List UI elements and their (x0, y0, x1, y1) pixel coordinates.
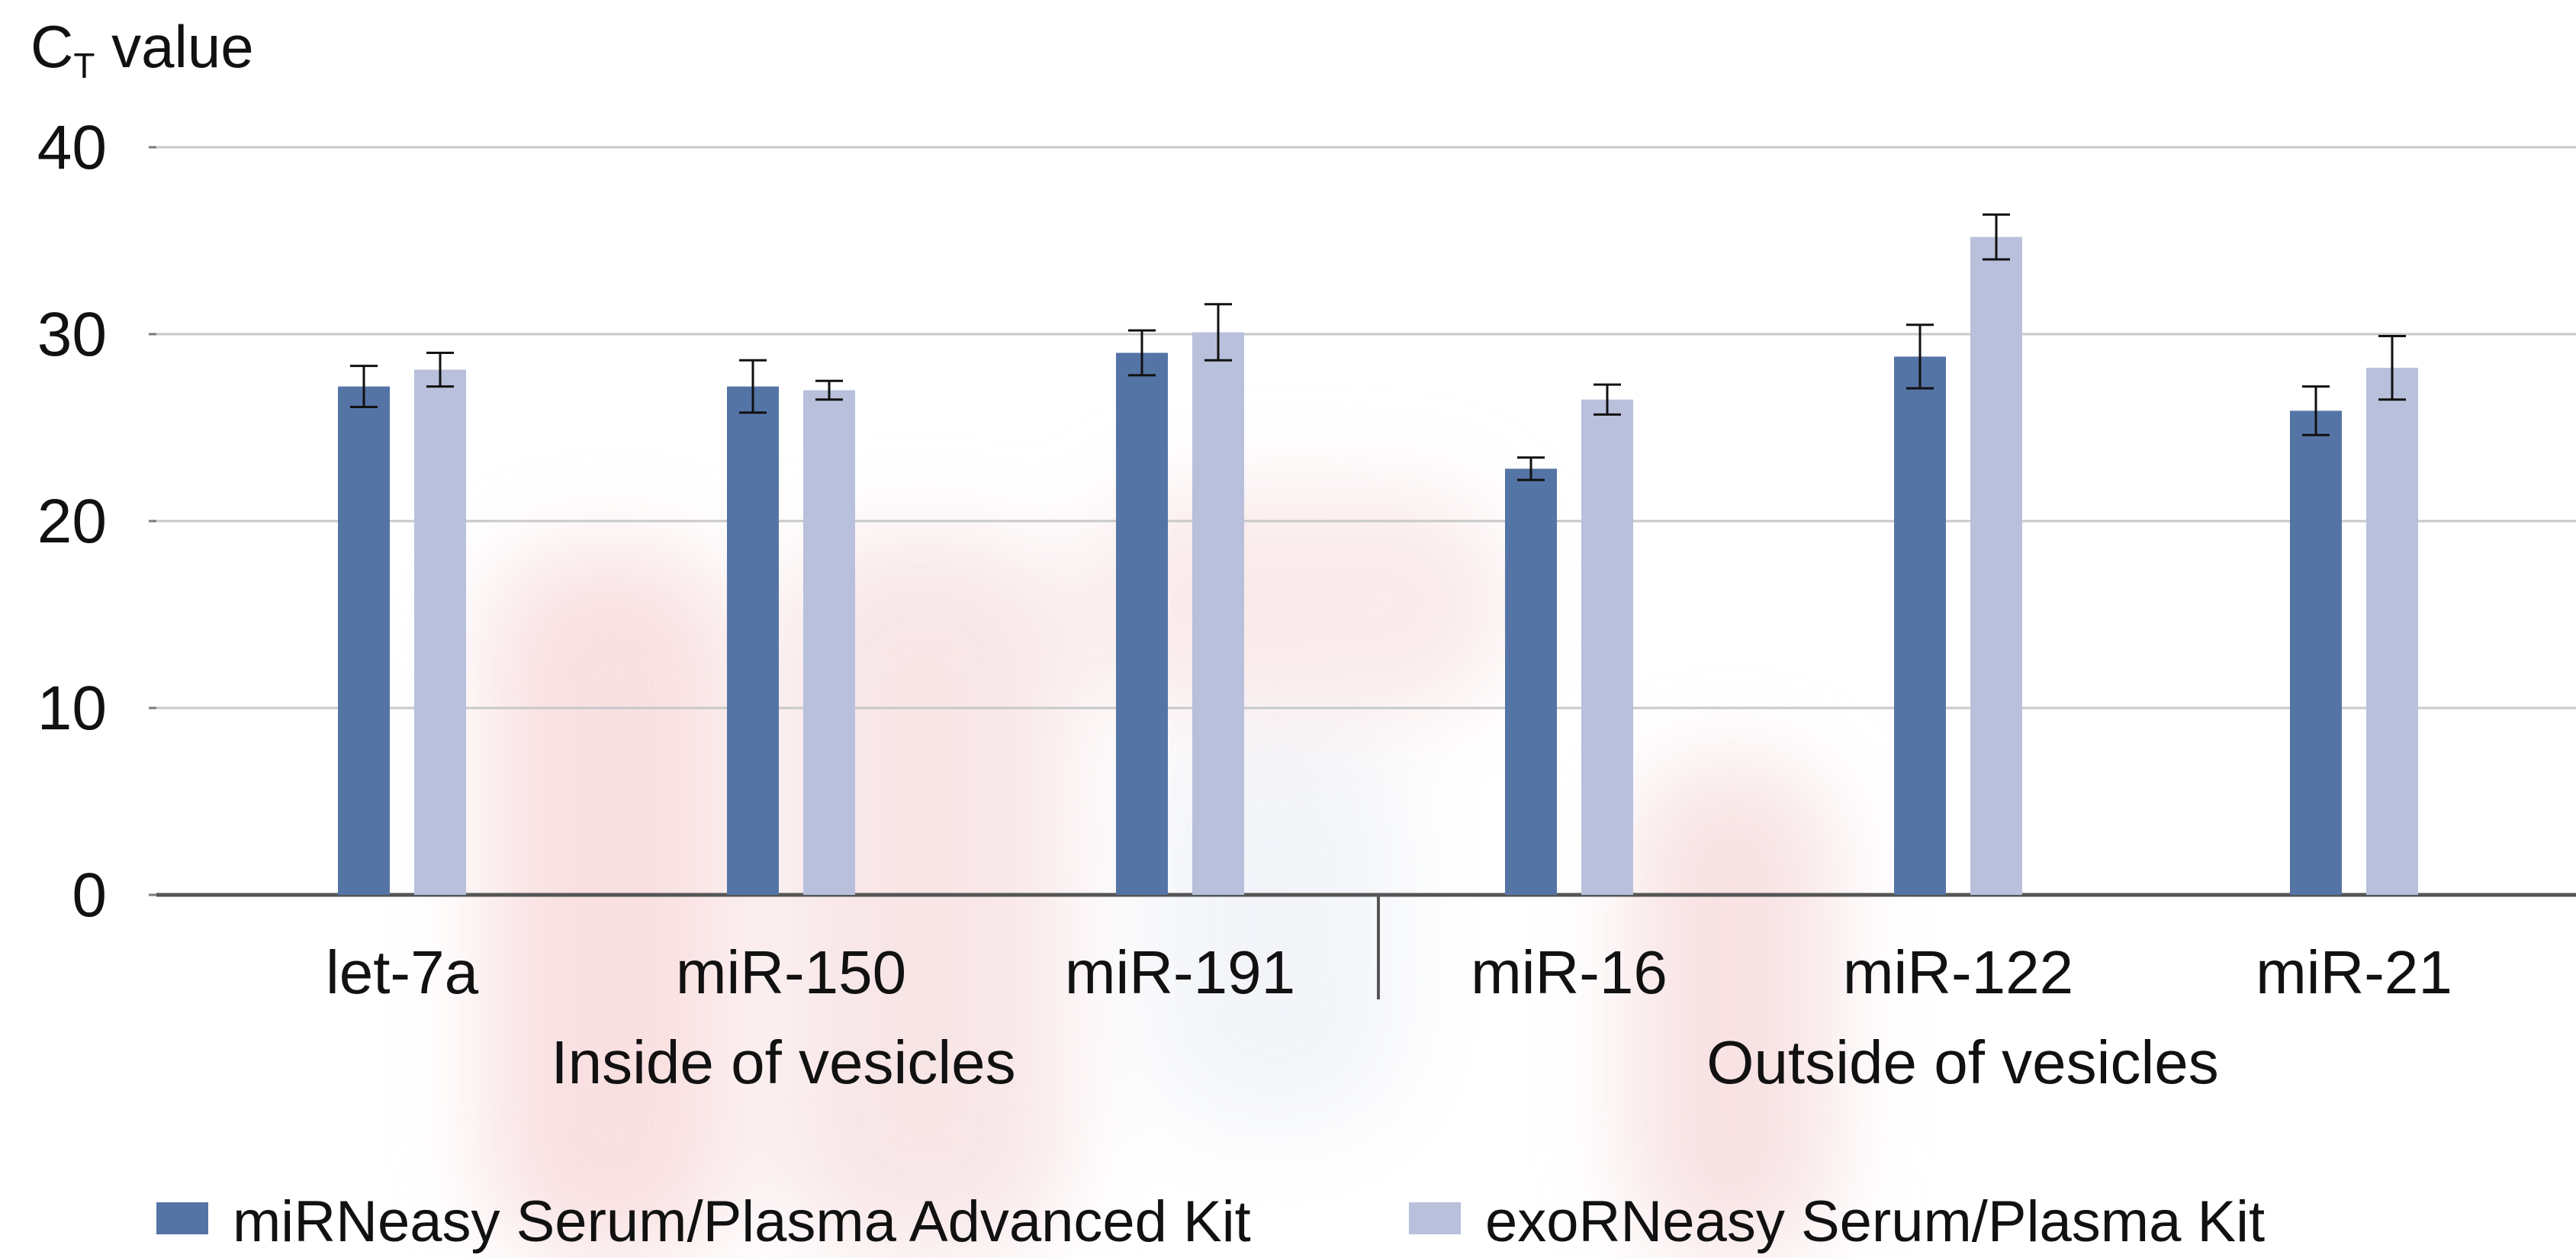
y-tick-label: 20 (37, 487, 107, 556)
y-tick-label: 10 (37, 674, 107, 743)
category-label: miR-16 (1471, 938, 1667, 1006)
bar (1505, 468, 1557, 895)
group-label: Outside of vesicles (1706, 1028, 2218, 1096)
legend-label: miRNeasy Serum/Plasma Advanced Kit (233, 1189, 1251, 1254)
legend: miRNeasy Serum/Plasma Advanced Kit exoRNe… (156, 1189, 2265, 1254)
bar (1970, 236, 2022, 896)
category-label: let-7a (326, 938, 479, 1006)
category-label: miR-150 (676, 938, 906, 1006)
legend-label: exoRNeasy Serum/Plasma Kit (1485, 1189, 2265, 1254)
bar (414, 369, 466, 895)
y-tick-label: 0 (72, 861, 107, 930)
bar (1894, 356, 1946, 895)
group-label: Inside of vesicles (551, 1028, 1015, 1096)
bar (1116, 352, 1168, 895)
bar (1192, 332, 1244, 895)
legend-swatch (1409, 1202, 1461, 1234)
y-axis-label: CT value (31, 13, 254, 85)
category-label: miR-191 (1065, 938, 1295, 1006)
category-label: miR-21 (2256, 938, 2452, 1006)
error-bars (350, 213, 2406, 481)
axes (149, 146, 2576, 999)
bar (338, 386, 390, 896)
bar (1581, 399, 1633, 895)
category-label: miR-122 (1843, 938, 2073, 1006)
bars (338, 236, 2418, 896)
labels: 0 10 20 30 40 CT value let-7a miR-150 miR-191 miR… (31, 13, 2452, 1096)
bar (727, 386, 779, 896)
bar (803, 390, 855, 895)
bar (2366, 368, 2418, 896)
bar (2290, 410, 2342, 895)
legend-swatch (156, 1202, 208, 1234)
y-tick-label: 40 (37, 113, 107, 182)
y-tick-label: 30 (37, 300, 107, 369)
gridlines (156, 146, 2576, 709)
